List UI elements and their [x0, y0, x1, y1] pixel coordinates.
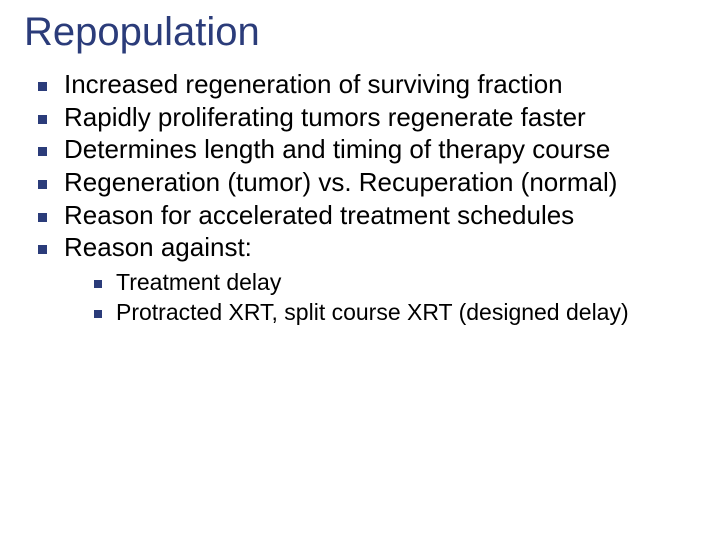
bullet-text: Increased regeneration of surviving frac… — [64, 69, 563, 99]
bullet-list: Increased regeneration of surviving frac… — [24, 69, 696, 263]
list-item: Protracted XRT, split course XRT (design… — [82, 299, 696, 327]
sub-bullet-list: Treatment delay Protracted XRT, split co… — [82, 269, 696, 326]
list-item: Regeneration (tumor) vs. Recuperation (n… — [24, 167, 696, 198]
list-item: Increased regeneration of surviving frac… — [24, 69, 696, 100]
bullet-text: Rapidly proliferating tumors regenerate … — [64, 102, 586, 132]
bullet-text: Determines length and timing of therapy … — [64, 134, 610, 164]
list-item: Rapidly proliferating tumors regenerate … — [24, 102, 696, 133]
list-item: Determines length and timing of therapy … — [24, 134, 696, 165]
list-item: Treatment delay — [82, 269, 696, 297]
bullet-text: Protracted XRT, split course XRT (design… — [116, 299, 629, 325]
page-title: Repopulation — [24, 10, 696, 55]
bullet-text: Reason for accelerated treatment schedul… — [64, 200, 574, 230]
bullet-text: Regeneration (tumor) vs. Recuperation (n… — [64, 167, 617, 197]
bullet-text: Treatment delay — [116, 269, 281, 295]
list-item: Reason for accelerated treatment schedul… — [24, 200, 696, 231]
slide: Repopulation Increased regeneration of s… — [0, 0, 720, 540]
list-item: Reason against: — [24, 232, 696, 263]
bullet-text: Reason against: — [64, 232, 252, 262]
